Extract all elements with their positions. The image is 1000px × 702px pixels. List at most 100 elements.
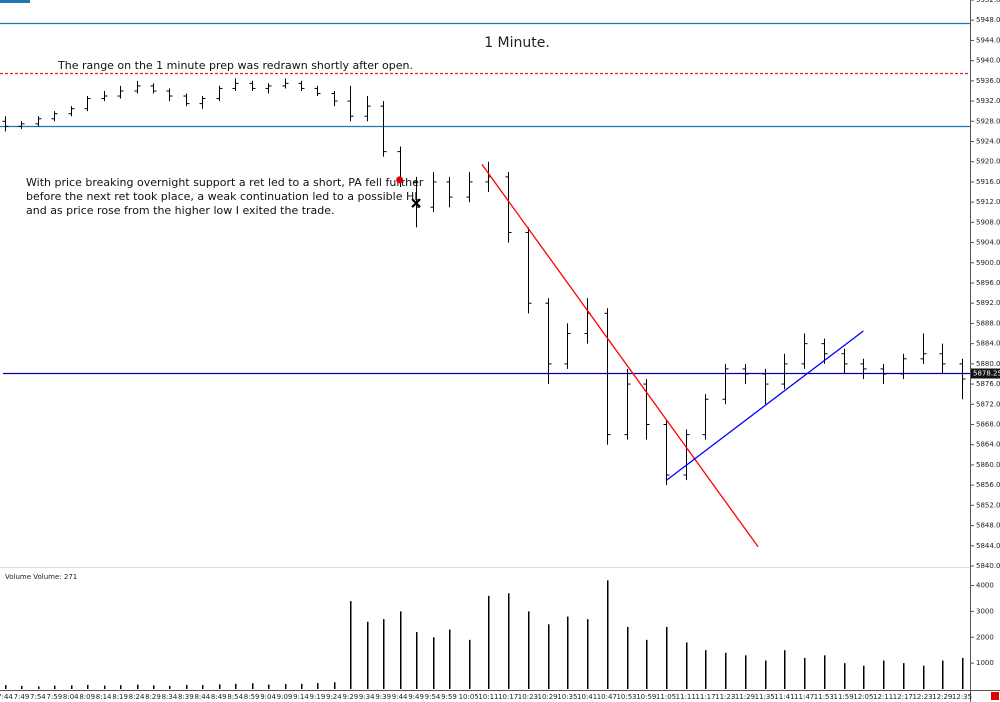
volume-bar [87,684,89,689]
x-tick-label: 8:09 [79,693,95,701]
alert-indicator [991,692,999,700]
volume-bar [153,685,155,689]
trade-note-line: before the next ret took place, a weak c… [26,190,421,203]
volume-bar [844,663,846,689]
x-tick-label: 11:47 [794,693,814,701]
volume-tick-label: 3000 [976,607,994,615]
x-tick-label: 12:23 [912,693,932,701]
y-tick-label: 5872.00 [976,400,1000,408]
volume-bar [942,660,944,689]
x-tick-label: 8:59 [244,693,260,701]
x-tick-label: 9:44 [392,693,408,701]
x-tick-label: 9:24 [326,693,342,701]
volume-bar [705,650,707,689]
x-tick-label: 8:44 [194,693,210,701]
y-tick-label: 5840.00 [976,562,1000,570]
volume-bar [804,657,806,689]
x-tick-label: 8:14 [96,693,112,701]
volume-bar [104,685,106,689]
x-tick-label: 11:29 [735,693,755,701]
volume-tick-label: 2000 [976,633,994,641]
volume-bar [169,685,171,689]
volume-bar [202,685,204,689]
volume-bar [433,637,435,689]
volume-bar [285,684,287,689]
x-tick-label: 11:11 [676,693,696,701]
x-tick-label: 10:53 [616,693,636,701]
chart-title: 1 Minute. [484,35,550,51]
x-tick-label: 10:47 [597,693,617,701]
x-tick-label: 12:11 [873,693,893,701]
last-price-label: 5878.25 [973,370,1000,378]
y-tick-label: 5924.00 [976,138,1000,146]
x-tick-label: 11:59 [834,693,854,701]
x-tick-label: 7:44 [0,693,13,701]
x-tick-label: 9:29 [342,693,358,701]
x-tick-label: 10:59 [636,693,656,701]
volume-bar [646,639,648,689]
entry-marker [396,176,404,184]
y-tick-label: 5952.00 [976,0,1000,4]
volume-bar [350,601,352,689]
x-tick-label: 8:34 [162,693,178,701]
volume-bar [469,639,471,689]
volume-bar [666,626,668,689]
volume-label: Volume Volume: 271 [5,573,77,581]
y-tick-label: 5900.00 [976,259,1000,267]
volume-bar [923,665,925,689]
x-tick-label: 9:54 [425,693,441,701]
y-tick-label: 5944.00 [976,36,1000,44]
x-tick-label: 12:29 [932,693,952,701]
x-tick-label: 10:17 [498,693,518,701]
volume-bar [725,652,727,689]
x-tick-label: 11:17 [695,693,715,701]
volume-bar [334,682,336,689]
x-tick-label: 9:09 [277,693,293,701]
volume-bar [137,684,139,689]
y-tick-label: 5932.00 [976,97,1000,105]
volume-bar [317,683,319,689]
volume-bar [587,619,589,689]
y-tick-label: 5884.00 [976,340,1000,348]
x-tick-label: 10:23 [518,693,538,701]
x-tick-label: 9:49 [408,693,424,701]
x-tick-label: 11:35 [755,693,775,701]
x-tick-label: 11:41 [774,693,794,701]
volume-bar [627,626,629,689]
y-tick-label: 5868.00 [976,421,1000,429]
y-tick-label: 5916.00 [976,178,1000,186]
y-tick-label: 5860.00 [976,461,1000,469]
volume-bar [400,611,402,689]
volume-bar [567,616,569,689]
x-tick-label: 7:59 [46,693,62,701]
volume-bar [962,657,964,689]
volume-bar [528,611,530,689]
x-tick-label: 9:39 [375,693,391,701]
y-tick-label: 5864.00 [976,441,1000,449]
y-tick-label: 5908.00 [976,218,1000,226]
volume-bar [120,685,122,689]
x-tick-label: 10:41 [577,693,597,701]
volume-bar [416,632,418,689]
x-tick-label: 10:35 [557,693,577,701]
volume-bar [219,684,221,689]
x-tick-label: 10:29 [538,693,558,701]
x-tick-label: 8:04 [63,693,79,701]
x-tick-label: 12:05 [853,693,873,701]
volume-bar [488,595,490,689]
trend-line [481,163,759,548]
volume-bar [21,685,23,689]
x-tick-label: 8:39 [178,693,194,701]
y-tick-label: 5888.00 [976,319,1000,327]
volume-bar [863,665,865,689]
x-tick-label: 10:05 [459,693,479,701]
volume-bar [449,629,451,689]
y-tick-label: 5940.00 [976,57,1000,65]
x-tick-label: 11:23 [715,693,735,701]
volume-bar [38,686,40,689]
volume-tick-label: 4000 [976,582,994,590]
x-tick-label: 7:54 [30,693,46,701]
volume-bar [765,660,767,689]
